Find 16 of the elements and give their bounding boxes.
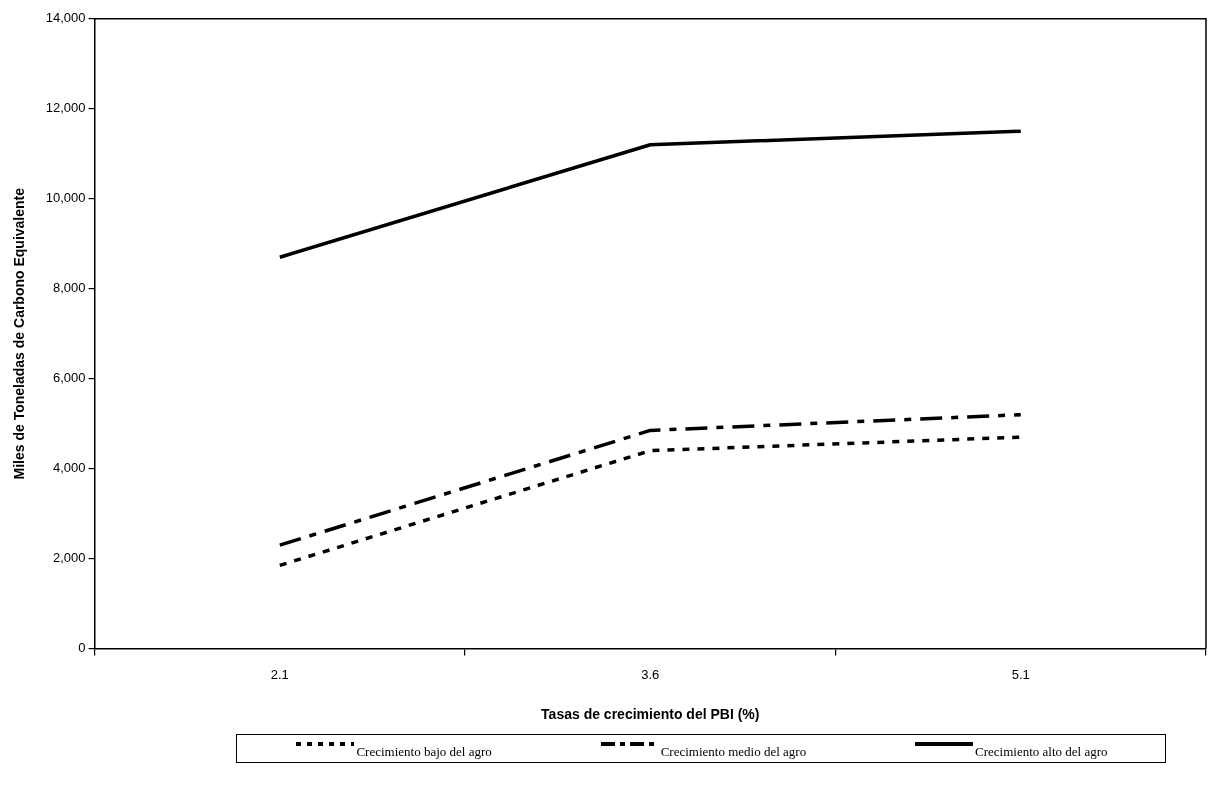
y-axis-title: Miles de Toneladas de Carbono Equivalente xyxy=(11,187,28,480)
y-tick-label: 2,000 xyxy=(53,550,86,566)
x-tick-label: 3.6 xyxy=(641,666,660,682)
y-tick-label: 14,000 xyxy=(45,10,86,26)
x-tick-label: 5.1 xyxy=(1011,666,1030,682)
y-tick-label: 0 xyxy=(78,640,86,656)
y-tick-label: 8,000 xyxy=(53,280,86,296)
y-tick-label: 4,000 xyxy=(53,460,86,476)
x-axis-title: Tasas de crecimiento del PBI (%) xyxy=(541,706,760,723)
y-tick-label: 10,000 xyxy=(45,190,86,206)
legend-label: Crecimiento alto del agro xyxy=(975,744,1108,760)
y-tick-label: 12,000 xyxy=(45,100,86,116)
x-tick-label: 2.1 xyxy=(270,666,289,682)
legend-label: Crecimiento medio del agro xyxy=(660,744,807,760)
legend-label: Crecimiento bajo del agro xyxy=(356,744,492,760)
y-tick-label: 6,000 xyxy=(53,370,86,386)
